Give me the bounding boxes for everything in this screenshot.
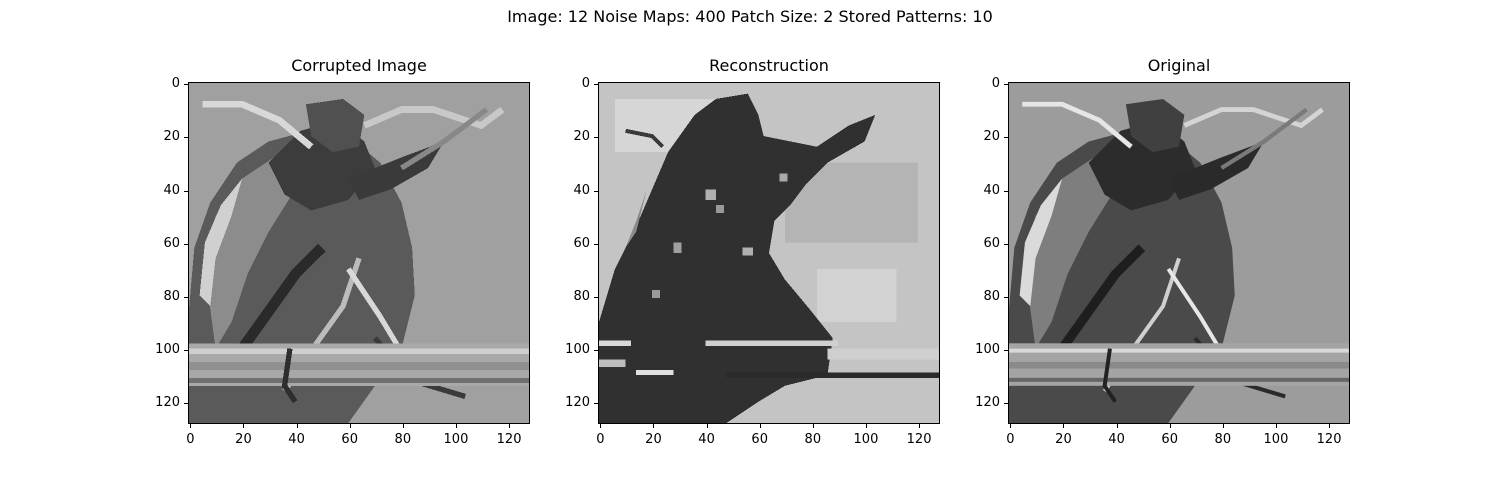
y-tick-label: 0 <box>991 76 1000 92</box>
y-tick-label: 40 <box>163 182 180 198</box>
panel-original: Original 0 20 40 60 80 100 120 0 20 40 60 80 100 120 <box>975 56 1350 447</box>
x-tick-label: 120 <box>496 432 522 447</box>
figure-suptitle: Image: 12 Noise Maps: 400 Patch Size: 2 … <box>507 7 993 26</box>
x-tick-label: 0 <box>1006 432 1015 447</box>
panel-title: Original <box>1147 56 1211 75</box>
y-tick-label: 0 <box>171 76 180 92</box>
y-tick-label: 0 <box>581 76 590 92</box>
x-tick-label: 100 <box>443 432 469 447</box>
y-tick-label: 120 <box>155 395 180 411</box>
panel-corrupted: Corrupted Image 0 20 40 60 80 100 120 0 20 40 6 <box>155 56 530 447</box>
x-tick-label: 20 <box>645 432 662 447</box>
y-tick-label: 20 <box>983 129 1000 145</box>
x-tick-label: 0 <box>186 432 195 447</box>
y-tick-label: 100 <box>565 341 590 357</box>
original-image <box>1008 82 1350 424</box>
x-tick-label: 60 <box>341 432 358 447</box>
x-tick-label: 80 <box>394 432 412 447</box>
y-tick-label: 80 <box>163 288 180 304</box>
x-tick-label: 0 <box>596 432 605 447</box>
y-tick-label: 100 <box>155 341 180 357</box>
y-tick-label: 60 <box>163 235 180 251</box>
x-tick-label: 40 <box>288 432 305 447</box>
y-tick-label: 20 <box>163 129 180 145</box>
y-tick-label: 60 <box>983 235 1000 251</box>
x-tick-label: 80 <box>1214 432 1232 447</box>
x-tick-label: 60 <box>1161 432 1178 447</box>
corrupted-image <box>188 82 530 424</box>
x-tick-label: 60 <box>751 432 768 447</box>
y-tick-label: 40 <box>573 182 590 198</box>
panel-reconstruction: Reconstruction 0 20 40 60 80 100 120 0 20 40 60 <box>565 56 940 447</box>
x-tick-label: 40 <box>1108 432 1125 447</box>
y-tick-label: 80 <box>983 288 1000 304</box>
y-tick-label: 80 <box>573 288 590 304</box>
reconstruction-image <box>598 82 940 424</box>
x-tick-label: 120 <box>906 432 932 447</box>
y-tick-label: 120 <box>565 395 590 411</box>
x-tick-label: 20 <box>1055 432 1072 447</box>
y-tick-label: 60 <box>573 235 590 251</box>
panel-title: Reconstruction <box>709 56 829 75</box>
x-tick-label: 100 <box>1263 432 1289 447</box>
x-tick-label: 80 <box>804 432 822 447</box>
y-tick-label: 40 <box>983 182 1000 198</box>
x-tick-label: 120 <box>1316 432 1342 447</box>
x-tick-label: 40 <box>698 432 715 447</box>
y-tick-label: 120 <box>975 395 1000 411</box>
x-tick-label: 100 <box>853 432 879 447</box>
y-tick-label: 100 <box>975 341 1000 357</box>
x-tick-label: 20 <box>235 432 252 447</box>
y-tick-label: 20 <box>573 129 590 145</box>
panel-title: Corrupted Image <box>291 56 427 75</box>
